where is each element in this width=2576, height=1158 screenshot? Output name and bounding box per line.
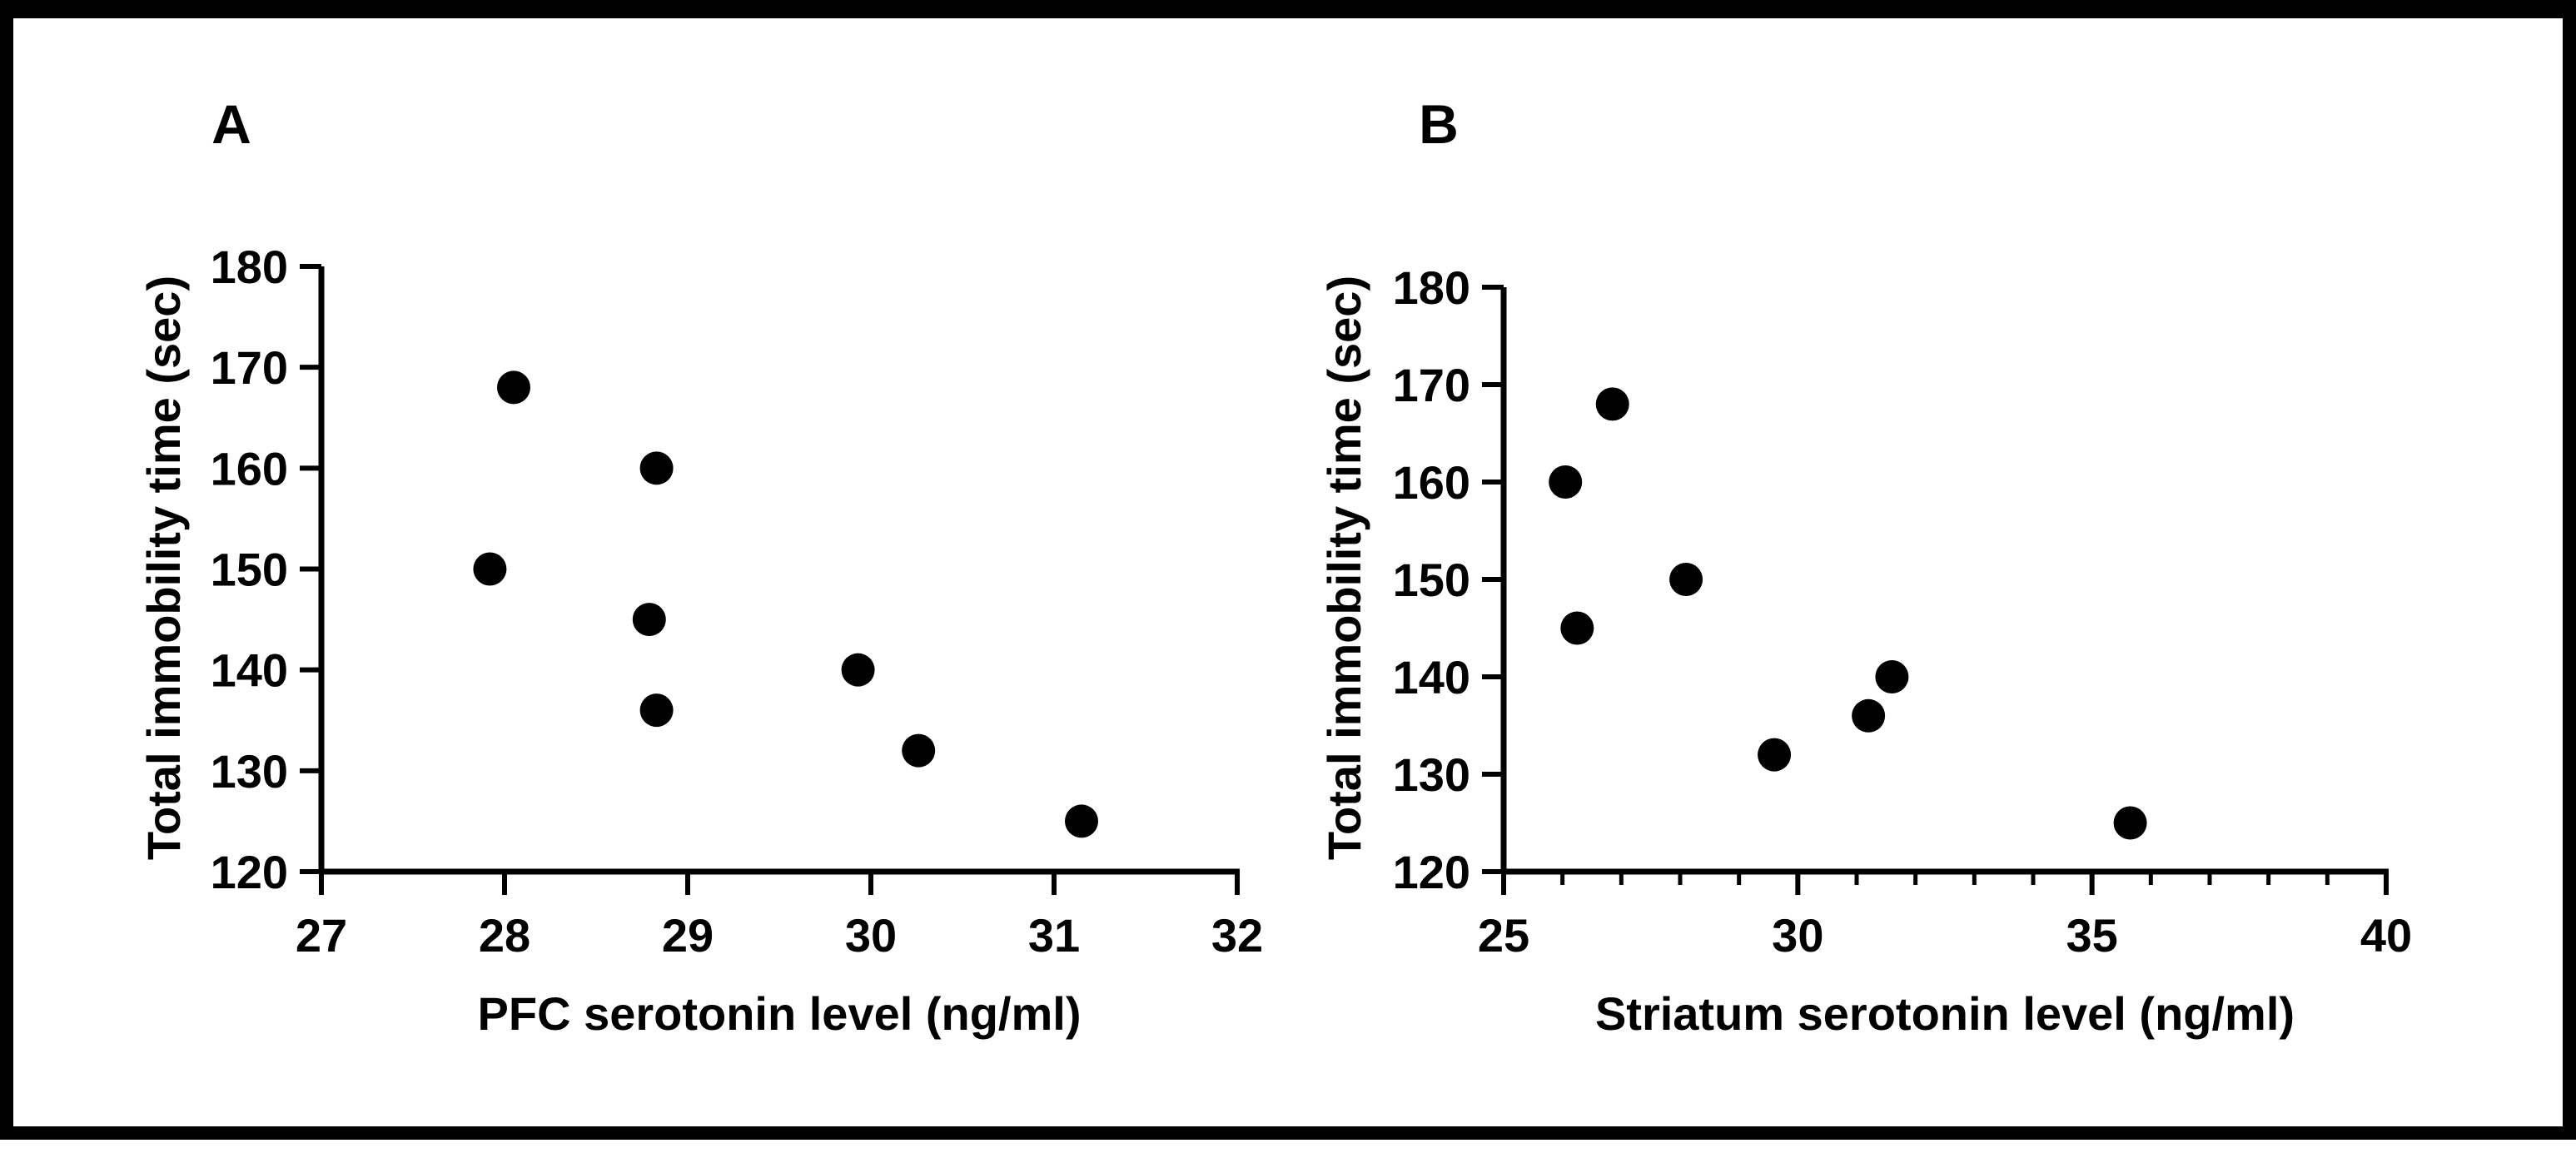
panel-a-x-tick-label: 30 bbox=[845, 909, 897, 962]
panel-b-x-tick-label: 25 bbox=[1478, 909, 1529, 962]
panel-a-data-point bbox=[473, 552, 507, 586]
panel-a-data-point bbox=[497, 370, 530, 405]
panel-a-x-tick-label: 29 bbox=[662, 909, 714, 962]
panel-b-data-point bbox=[2113, 806, 2147, 840]
panel-b-y-tick-label: 140 bbox=[1393, 651, 1470, 703]
panel-b-data-point bbox=[1669, 563, 1703, 596]
panel-b-y-axis-label: Total immobility time (sec) bbox=[1318, 276, 1370, 860]
panel-a-y-tick-label: 150 bbox=[211, 544, 288, 596]
panel-b-data-point bbox=[1875, 660, 1909, 693]
panel-a-data-point bbox=[632, 603, 666, 637]
panel-b-x-tick-label: 30 bbox=[1772, 909, 1823, 962]
scatter-chart-panels: A 120 130 140 150 160 170 180 27 28 29 30 31 32 PFC se… bbox=[137, 93, 2412, 1040]
panel-a-y-tick-label: 130 bbox=[211, 745, 288, 798]
panel-a-data-point bbox=[639, 693, 674, 728]
panel-b-x-tick-label: 35 bbox=[2066, 909, 2118, 962]
panel-a-data-point bbox=[1065, 804, 1098, 838]
panel-a-y-tick-label: 120 bbox=[211, 846, 288, 898]
panel-b-y-tick-label: 170 bbox=[1393, 359, 1470, 411]
panel-b-y-tick-label: 150 bbox=[1393, 554, 1470, 606]
panel-a-x-axis-label: PFC serotonin level (ng/ml) bbox=[478, 987, 1082, 1040]
panel-b-data-point bbox=[1560, 611, 1594, 645]
panel-a-data-point bbox=[841, 653, 875, 687]
panel-b-label: B bbox=[1419, 93, 1459, 155]
panel-a-x-tick-label: 28 bbox=[479, 909, 530, 962]
panel-a-data-point bbox=[902, 733, 936, 768]
panel-a-y-tick-label: 170 bbox=[211, 341, 288, 394]
panel-a-y-axis-label: Total immobility time (sec) bbox=[137, 276, 190, 860]
panel-b-data-point bbox=[1852, 698, 1886, 733]
panel-b-y-tick-label: 160 bbox=[1393, 456, 1470, 509]
panel-a-y-tick-label: 140 bbox=[211, 644, 288, 697]
panel-b-data-point bbox=[1595, 387, 1629, 421]
panel-a-y-tick-label: 160 bbox=[211, 442, 288, 495]
panel-b-x-tick-label: 40 bbox=[2360, 909, 2412, 962]
panel-a-y-tick-label: 180 bbox=[211, 241, 288, 293]
panel-a-x-tick-label: 27 bbox=[296, 909, 347, 962]
panel-b-y-tick-label: 130 bbox=[1393, 748, 1470, 801]
panel-a-x-tick-label: 32 bbox=[1211, 909, 1263, 962]
panel-b-y-tick-label: 120 bbox=[1393, 846, 1470, 898]
panel-b-x-axis-label: Striatum serotonin level (ng/ml) bbox=[1595, 987, 2295, 1040]
panel-a-label: A bbox=[211, 93, 251, 155]
panel-b-data-point bbox=[1549, 465, 1583, 499]
panel-b-data-point bbox=[1758, 738, 1792, 772]
panel-a-x-tick-label: 31 bbox=[1028, 909, 1080, 962]
panel-a-data-point bbox=[639, 451, 674, 485]
panel-b-y-tick-label: 180 bbox=[1393, 261, 1470, 314]
